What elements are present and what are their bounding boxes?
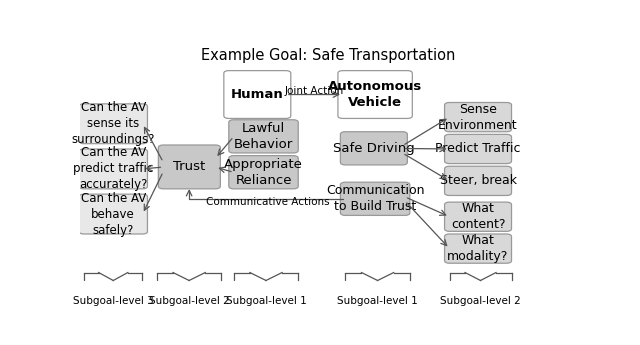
Text: Subgoal-level 2: Subgoal-level 2 bbox=[148, 296, 230, 306]
FancyBboxPatch shape bbox=[445, 202, 511, 231]
Text: Safe Driving: Safe Driving bbox=[333, 142, 415, 155]
Text: Sense
Environment: Sense Environment bbox=[438, 102, 518, 131]
Text: Appropriate
Reliance: Appropriate Reliance bbox=[224, 158, 303, 187]
Text: Subgoal-level 1: Subgoal-level 1 bbox=[226, 296, 307, 306]
Text: Autonomous
Vehicle: Autonomous Vehicle bbox=[328, 80, 422, 109]
Text: Communicative Actions: Communicative Actions bbox=[205, 197, 330, 207]
FancyBboxPatch shape bbox=[229, 156, 298, 189]
Text: Can the AV
sense its
surroundings?: Can the AV sense its surroundings? bbox=[72, 101, 155, 146]
Text: Human: Human bbox=[231, 88, 284, 101]
Text: Example Goal: Safe Transportation: Example Goal: Safe Transportation bbox=[201, 48, 455, 63]
Text: Trust: Trust bbox=[173, 160, 205, 174]
FancyBboxPatch shape bbox=[338, 71, 412, 118]
Text: Lawful
Behavior: Lawful Behavior bbox=[234, 122, 293, 151]
FancyBboxPatch shape bbox=[224, 71, 291, 118]
FancyBboxPatch shape bbox=[445, 134, 511, 164]
Text: Subgoal-level 2: Subgoal-level 2 bbox=[440, 296, 521, 306]
Text: Predict Traffic: Predict Traffic bbox=[435, 142, 521, 156]
FancyBboxPatch shape bbox=[79, 104, 147, 144]
Text: Subgoal-level 1: Subgoal-level 1 bbox=[337, 296, 418, 306]
FancyBboxPatch shape bbox=[158, 145, 220, 189]
Text: Communication
to Build Trust: Communication to Build Trust bbox=[326, 184, 424, 213]
Text: Can the AV
predict traffic
accurately?: Can the AV predict traffic accurately? bbox=[73, 146, 154, 191]
FancyBboxPatch shape bbox=[79, 194, 147, 234]
FancyBboxPatch shape bbox=[445, 234, 511, 263]
FancyBboxPatch shape bbox=[445, 102, 511, 132]
Text: Joint Action: Joint Action bbox=[285, 86, 344, 96]
Text: Can the AV
behave
safely?: Can the AV behave safely? bbox=[81, 191, 146, 237]
Text: Steer, break: Steer, break bbox=[440, 174, 516, 187]
Text: What
content?: What content? bbox=[451, 202, 506, 231]
FancyBboxPatch shape bbox=[79, 149, 147, 189]
FancyBboxPatch shape bbox=[445, 166, 511, 196]
Text: Subgoal-level 3: Subgoal-level 3 bbox=[73, 296, 154, 306]
FancyBboxPatch shape bbox=[340, 132, 408, 165]
FancyBboxPatch shape bbox=[229, 120, 298, 153]
FancyBboxPatch shape bbox=[340, 182, 410, 215]
Text: What
modality?: What modality? bbox=[447, 234, 509, 263]
